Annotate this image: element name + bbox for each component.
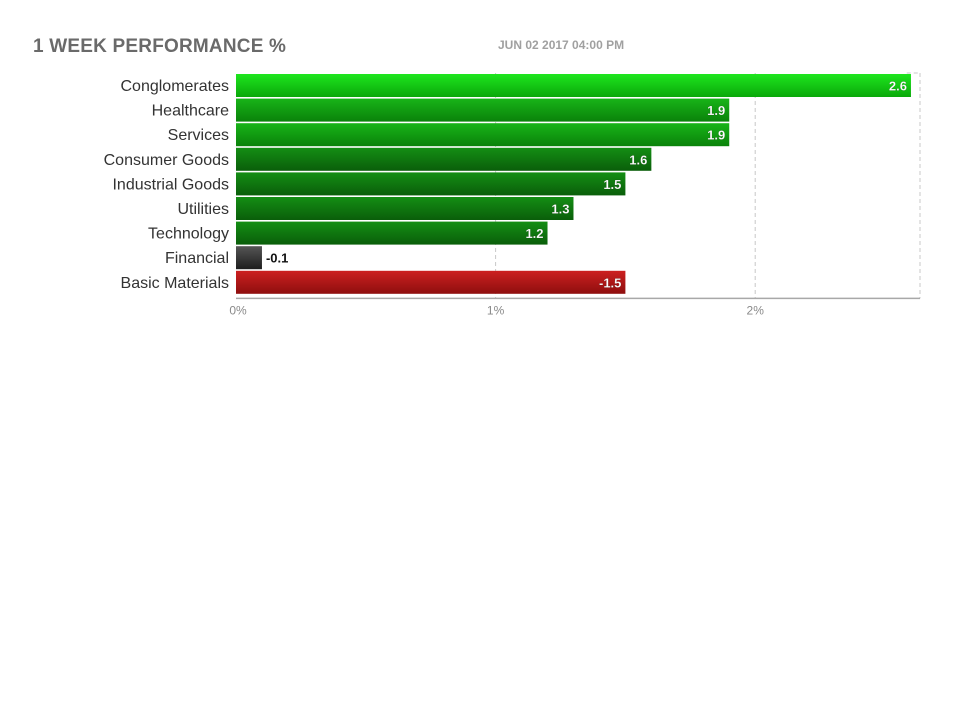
bars-layer	[236, 74, 911, 294]
category-label: Healthcare	[152, 103, 229, 120]
value-label: -0.1	[266, 251, 288, 266]
x-tick-label: 2%	[747, 303, 765, 317]
bar-conglomerates[interactable]	[236, 74, 911, 97]
value-label: 1.9	[707, 128, 725, 143]
category-label: Utilities	[177, 201, 229, 218]
category-label: Consumer Goods	[104, 152, 229, 169]
value-label: 1.9	[707, 103, 725, 118]
x-tick-label: 0%	[229, 303, 247, 317]
x-axis: 0% 1% 2%	[229, 297, 920, 317]
value-label: 1.5	[603, 177, 621, 192]
chart-timestamp: JUN 02 2017 04:00 PM	[498, 38, 625, 52]
category-label: Basic Materials	[121, 275, 229, 292]
bar-services[interactable]	[236, 123, 730, 147]
category-label: Conglomerates	[121, 78, 230, 95]
bar-industrial-goods[interactable]	[236, 172, 626, 196]
bar-healthcare[interactable]	[236, 98, 730, 122]
value-label: -1.5	[599, 275, 621, 290]
bar-consumer-goods[interactable]	[236, 147, 652, 171]
bar-financial[interactable]	[236, 246, 262, 270]
bar-basic-materials[interactable]	[236, 270, 626, 294]
value-label: 1.2	[525, 226, 543, 241]
value-label: 1.6	[629, 152, 647, 167]
category-label: Technology	[148, 226, 229, 243]
labels-layer: Conglomerates 2.6 Healthcare 1.9 Services 1.9…	[104, 78, 908, 292]
x-tick-label: 1%	[487, 303, 505, 317]
category-label: Industrial Goods	[112, 176, 229, 193]
bar-technology[interactable]	[236, 221, 548, 245]
bar-utilities[interactable]	[236, 197, 574, 220]
chart-title: 1 WEEK PERFORMANCE %	[33, 36, 287, 57]
category-label: Financial	[165, 250, 229, 267]
category-label: Services	[168, 127, 229, 144]
value-label: 1.3	[551, 202, 569, 217]
value-label: 2.6	[889, 79, 907, 94]
